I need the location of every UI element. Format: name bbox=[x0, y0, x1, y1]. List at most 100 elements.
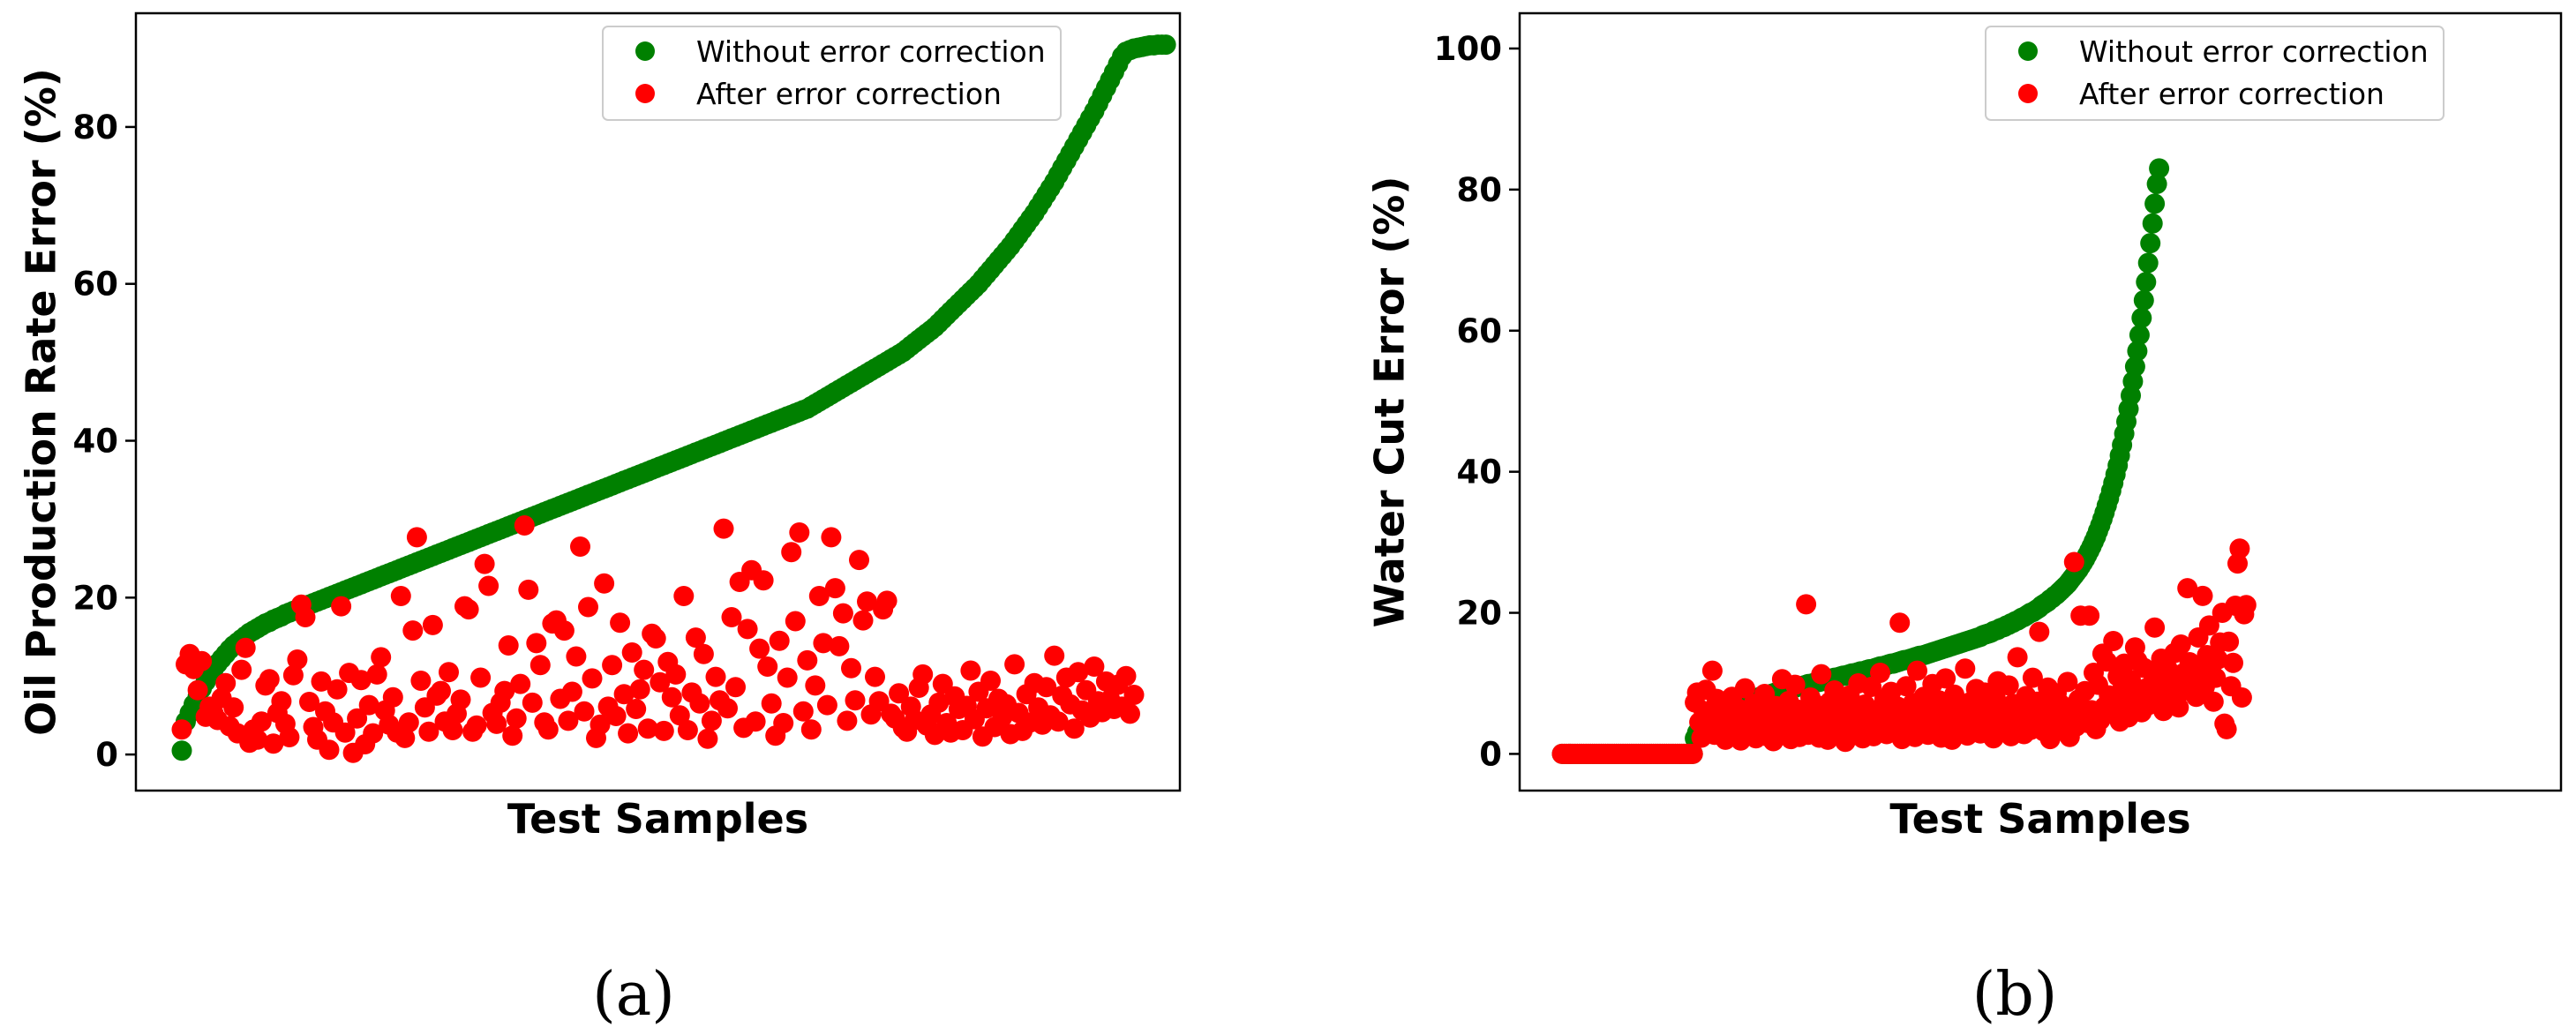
data-point bbox=[2142, 213, 2163, 234]
data-point bbox=[773, 713, 794, 733]
panel-b-marks bbox=[1551, 38, 2257, 764]
data-point bbox=[439, 662, 459, 683]
data-point bbox=[813, 633, 834, 654]
data-point bbox=[347, 708, 368, 729]
data-point bbox=[295, 607, 316, 627]
data-point bbox=[431, 680, 451, 701]
data-point bbox=[737, 619, 758, 640]
data-point bbox=[271, 691, 292, 712]
panel-a: 0 20 40 60 80 Test Samples Oil Production Ra… bbox=[18, 11, 1182, 1030]
data-point bbox=[299, 692, 319, 712]
data-point bbox=[876, 590, 897, 611]
data-point bbox=[665, 664, 687, 685]
data-point bbox=[821, 527, 842, 548]
data-point bbox=[2063, 551, 2084, 573]
data-point bbox=[757, 656, 778, 677]
data-point bbox=[2205, 667, 2227, 688]
data-point bbox=[223, 697, 244, 718]
data-point bbox=[371, 647, 392, 668]
data-point bbox=[785, 611, 806, 632]
data-point bbox=[650, 671, 671, 693]
panel-a-series-after-correction bbox=[171, 515, 1145, 763]
data-point bbox=[805, 675, 826, 696]
data-point bbox=[912, 664, 934, 685]
data-point bbox=[514, 515, 535, 536]
data-point bbox=[1998, 675, 2019, 696]
panel-b-series-without-correction bbox=[1551, 38, 2181, 764]
data-point bbox=[857, 591, 877, 612]
data-point bbox=[1004, 654, 1025, 675]
data-point bbox=[470, 667, 492, 688]
data-point bbox=[669, 705, 690, 726]
data-point bbox=[2170, 634, 2191, 655]
panel-a-plot-frame bbox=[134, 11, 1182, 792]
data-point bbox=[522, 692, 543, 713]
panel-a-legend-marker-after-correction bbox=[635, 84, 655, 103]
data-point bbox=[287, 649, 308, 670]
data-point bbox=[1935, 668, 1956, 689]
data-point bbox=[418, 721, 439, 742]
panel-a-legend-label-without-correction: Without error correction bbox=[696, 34, 1046, 69]
data-point bbox=[1115, 665, 1137, 686]
data-point bbox=[713, 518, 734, 539]
data-point bbox=[558, 710, 579, 731]
data-point bbox=[402, 620, 424, 641]
data-point bbox=[721, 607, 742, 627]
panel-b-x-axis-label: Test Samples bbox=[1889, 795, 2190, 843]
data-point bbox=[745, 711, 766, 732]
data-point bbox=[231, 659, 252, 680]
data-point bbox=[928, 692, 950, 713]
data-point bbox=[2192, 585, 2213, 606]
data-point bbox=[331, 596, 352, 617]
panel-b-series-after-correction bbox=[1551, 538, 2257, 764]
y-tick-label: 60 bbox=[73, 266, 119, 304]
panel-b-legend-marker-without-correction bbox=[2018, 41, 2038, 61]
data-point bbox=[889, 683, 910, 704]
data-point bbox=[1155, 34, 1176, 56]
data-point bbox=[510, 673, 531, 694]
data-point bbox=[2198, 615, 2219, 636]
data-point bbox=[1889, 612, 1911, 634]
y-tick-label: 40 bbox=[1457, 454, 1503, 491]
data-point bbox=[1701, 660, 1723, 681]
data-point bbox=[2144, 617, 2166, 638]
data-point bbox=[841, 657, 861, 679]
y-tick-label: 80 bbox=[1457, 171, 1503, 209]
data-point bbox=[2144, 193, 2166, 214]
data-point bbox=[717, 698, 738, 719]
data-point bbox=[215, 672, 237, 694]
data-point bbox=[824, 578, 845, 599]
data-point bbox=[2216, 718, 2237, 739]
data-point bbox=[398, 712, 419, 733]
data-point bbox=[792, 701, 814, 722]
data-point bbox=[2229, 538, 2250, 559]
panel-a-series-without-correction bbox=[171, 34, 1176, 761]
data-point bbox=[529, 655, 551, 676]
data-point bbox=[621, 642, 642, 663]
data-point bbox=[2227, 553, 2248, 574]
data-point bbox=[570, 536, 590, 557]
data-point bbox=[235, 637, 256, 658]
data-point bbox=[749, 638, 770, 659]
data-point bbox=[192, 650, 213, 671]
y-tick-label: 40 bbox=[73, 423, 119, 461]
data-point bbox=[506, 708, 527, 729]
data-point bbox=[2203, 691, 2224, 712]
data-point bbox=[777, 667, 798, 688]
panel-b-plot-frame bbox=[1518, 11, 2563, 792]
panel-a-y-ticks: 0 20 40 60 80 bbox=[73, 109, 136, 774]
data-point bbox=[697, 728, 718, 749]
data-point bbox=[259, 669, 280, 690]
data-point bbox=[2219, 631, 2240, 652]
data-point bbox=[761, 693, 782, 714]
data-point bbox=[605, 706, 627, 726]
data-point bbox=[279, 727, 300, 747]
data-point bbox=[171, 740, 192, 761]
data-point bbox=[2140, 233, 2161, 254]
data-point bbox=[282, 664, 304, 686]
data-point bbox=[582, 668, 603, 689]
data-point bbox=[410, 671, 432, 691]
data-point bbox=[2223, 652, 2243, 673]
data-point bbox=[960, 660, 981, 681]
y-tick-label: 80 bbox=[73, 109, 119, 146]
